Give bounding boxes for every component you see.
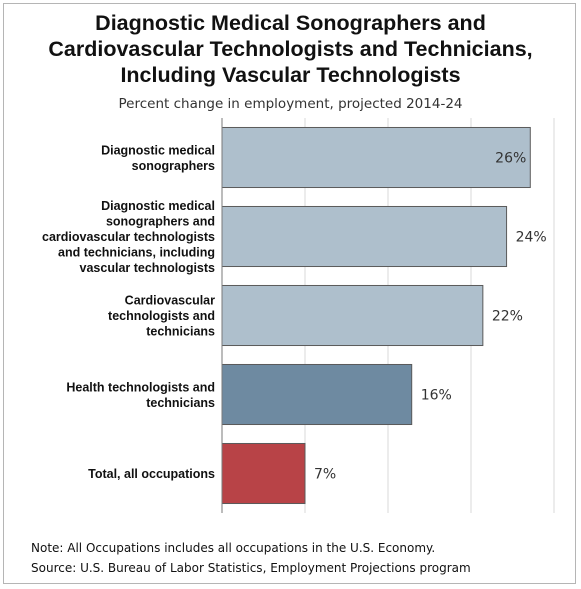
bar-3 [221,284,484,347]
category-label-4-line-1: Health technologists and [66,380,215,394]
category-label-2-line-3: cardiovascular technologists [42,230,215,244]
chart-title-line-3: Including Vascular Technologists [120,63,461,87]
category-label-1-line-1: Diagnostic medical [101,143,215,157]
category-label-1-line-2: sonographers [132,159,215,173]
category-label-1: Diagnostic medical sonographers [101,143,215,173]
bar-2 [221,205,508,268]
category-label-3-line-3: technicians [146,325,215,339]
category-label-2-line-5: vascular technologists [80,261,216,275]
chart-subtitle: Percent change in employment, projected … [118,96,463,112]
category-label-2-line-2: sonographers and [106,215,215,229]
category-label-5: Total, all occupations [88,467,215,481]
category-label-4: Health technologists and technicians [66,380,215,410]
bar-4 [221,363,413,426]
bar-value-label-2: 24% [516,230,547,246]
bar-value-label-3: 22% [492,309,523,325]
source-text: Source: U.S. Bureau of Labor Statistics,… [31,561,471,575]
category-label-3: Cardiovascular technologists and technicia… [108,294,215,339]
category-label-5-line-1: Total, all occupations [88,467,215,481]
chart-title-line-1: Diagnostic Medical Sonographers and [95,11,486,35]
category-label-2: Diagnostic medical sonographers and cardio… [42,199,215,275]
category-label-2-line-4: and technicians, including [58,246,215,260]
category-label-3-line-1: Cardiovascular [125,294,215,308]
chart-title: Diagnostic Medical Sonographers and Card… [0,10,581,88]
category-label-4-line-2: technicians [146,396,215,410]
category-label-2-line-1: Diagnostic medical [101,199,215,213]
bar-1 [221,126,531,189]
category-label-3-line-2: technologists and [108,309,215,323]
bar-value-label-4: 16% [421,388,452,404]
bar-value-label-5: 7% [314,467,336,483]
note-text: Note: All Occupations includes all occup… [31,541,436,555]
bar-value-label-1: 26% [495,151,526,167]
chart-title-line-2: Cardiovascular Technologists and Technic… [48,37,533,61]
bar-5 [221,442,306,505]
